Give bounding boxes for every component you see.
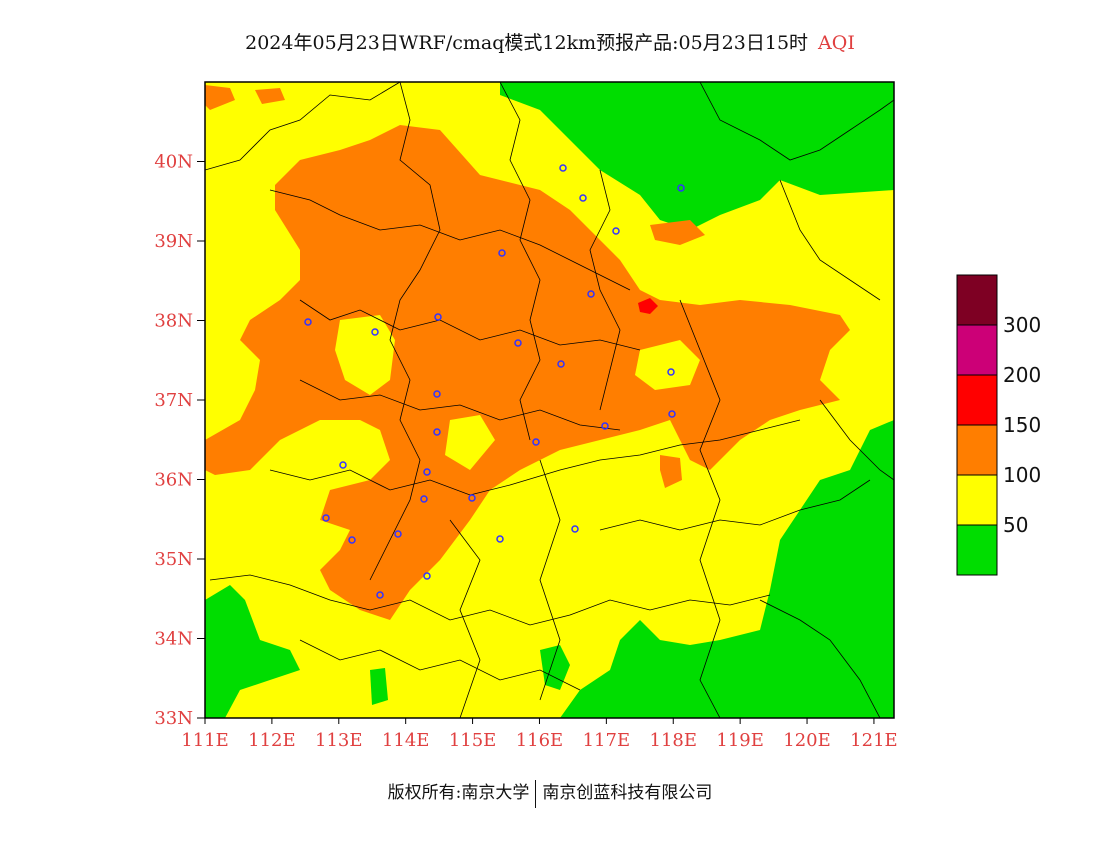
lon-tick-label: 121E [850,730,898,751]
unhealthy-sensitive-spot [650,220,705,245]
unhealthy-sensitive-spot [205,85,235,110]
good-region-southwest [205,585,300,718]
unhealthy-spot [638,298,658,314]
lon-tick-label: 118E [650,730,698,751]
copyright-owner: 版权所有:南京大学 [387,783,530,803]
lat-tick-label: 35N [154,549,193,570]
lon-tick-label: 113E [315,730,363,751]
good-region-southeast [560,420,894,718]
lat-tick-label: 40N [154,152,193,173]
lat-tick-label: 37N [154,390,193,411]
copyright-footer: 版权所有:南京大学 南京创蓝科技有限公司 [0,778,1100,808]
lat-tick-label: 33N [154,708,193,729]
boundary-lines [205,82,894,718]
lat-tick-label: 36N [154,470,193,491]
legend-swatch [956,324,998,376]
unhealthy-sensitive-spot [660,455,682,488]
legend-label: 150 [1003,413,1041,437]
good-region-northeast [500,82,894,230]
footer-separator [535,779,537,808]
lat-tick-label: 34N [154,629,193,650]
lon-tick-label: 120E [783,730,831,751]
legend-label: 300 [1003,313,1041,337]
legend-label: 100 [1003,463,1041,487]
lon-tick-label: 111E [181,730,229,751]
lon-tick-label: 114E [382,730,430,751]
unhealthy-sensitive-spot [255,88,285,104]
lon-tick-label: 117E [583,730,631,751]
lon-tick-label: 115E [449,730,497,751]
moderate-hole [335,315,395,395]
legend-swatch [956,424,998,476]
legend-label: 50 [1003,513,1028,537]
legend-label: 200 [1003,363,1041,387]
legend-swatch [956,374,998,426]
copyright-company: 南京创蓝科技有限公司 [542,783,713,803]
lat-tick-label: 38N [154,311,193,332]
legend-swatch [956,524,998,576]
latitude-axis: 40N 39N 38N 37N 36N 35N 34N 33N [154,152,205,729]
lat-tick-label: 39N [154,231,193,252]
legend-swatch [956,274,998,326]
lon-tick-label: 116E [516,730,564,751]
moderate-hole [635,340,700,390]
aqi-legend: 50 100 150 200 300 [956,274,1041,576]
moderate-hole [445,415,495,470]
station-markers [304,164,685,599]
title-main: 2024年05月23日WRF/cmaq模式12km预报产品:05月23日15时 [245,32,809,54]
lon-tick-label: 112E [248,730,296,751]
legend-swatch [956,474,998,526]
longitude-axis: 111E 112E 113E 114E 115E 116E 117E 118E 119E 120E… [181,718,898,751]
lon-tick-label: 119E [716,730,764,751]
title-variable: AQI [818,32,855,54]
map-title: 2024年05月23日WRF/cmaq模式12km预报产品:05月23日15时 A… [0,28,1100,55]
aqi-field [205,82,894,718]
unhealthy-sensitive-region [205,125,850,620]
good-patch [370,668,388,705]
